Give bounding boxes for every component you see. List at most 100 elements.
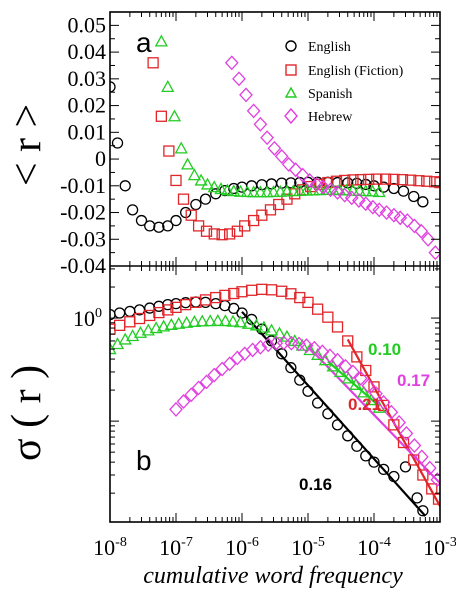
a-y-tick-label: 0.05 [68,12,107,37]
panel-b-ylabel: σ ( r ) [4,365,50,461]
panel-b-point-0-19 [285,362,297,374]
panel-b-point-0-22 [311,397,324,409]
panel-b-point-1-19 [285,288,297,300]
panel-a-point-0-32 [397,185,410,197]
panel-a-point-3-14 [323,182,338,198]
panel-b-point-2-8 [164,317,178,330]
panel-a-point-1-24 [339,174,351,187]
x-tick-label: 10-8 [93,535,127,560]
a-y-tick-label: -0.01 [60,173,106,198]
panel-a-point-2-32 [365,184,380,197]
panel-b-point-2-12 [195,314,209,327]
panel-b-point-3-2 [184,387,199,403]
panel-a-point-2-7 [200,177,215,190]
panel-b-point-2-31 [341,371,356,384]
panel-b-point-1-13 [228,287,240,300]
panel-a-point-3-17 [344,190,359,206]
panel-a-point-0-7 [162,220,174,232]
panel-b-point-2-34 [364,393,378,406]
panel-b-point-2-7 [157,319,171,332]
panel-b-fit-line-3 [307,345,440,484]
panel-a-point-2-1 [161,80,175,93]
panel-a-point-3-1 [232,71,246,87]
panel-b-point-1-22 [311,303,324,315]
panel-b-point-3-24 [353,370,368,386]
panel-b-point-2-16 [226,314,240,327]
panel-b-point-2-10 [180,315,194,328]
panel-a-point-2-4 [181,157,195,170]
axes: 10-8 10-7 10-6 10-5 10-4 10-3 0.050.040.030.02… [60,11,456,560]
panel-a-point-2-22 [299,183,314,196]
panel-b-point-3-34 [430,472,440,488]
panel-a-point-2-20 [286,184,300,197]
panel-b-point-3-5 [207,367,222,383]
panel-a-point-3-24 [393,210,408,226]
panel-a-point-2-12 [233,184,248,197]
panel-b-point-3-11 [253,339,268,355]
panel-b-point-0-5 [153,300,165,312]
panel-a-point-3-13 [316,179,331,195]
panel-b-point-1-5 [153,306,165,319]
panel-b-point-0-9 [190,296,202,308]
panel-b-point-3-27 [376,394,391,410]
panel-b-point-1-21 [302,296,314,309]
panel-b-point-0-20 [294,374,306,386]
panel-a-point-3-25 [400,213,415,229]
panel-a-point-3-3 [246,103,261,119]
panel-b-point-3-29 [392,415,406,430]
panel-b-point-1-26 [351,351,363,363]
panel-a-point-2-9 [214,182,228,195]
panel-b-point-3-16 [292,336,306,352]
panel-b-point-1-6 [162,304,174,316]
panel-b-point-3-0 [169,401,183,417]
panel-b-point-1-16 [256,283,268,295]
panel-a-point-1-10 [224,228,236,240]
panel-b-point-3-1 [176,394,191,409]
panel-a-point-1-4 [177,193,190,205]
panel-a-point-1-26 [355,173,367,186]
panel-b-point-2-2 [118,332,132,345]
panel-b-point-1-10 [199,294,212,306]
legend: English English (Fiction) Spanish Hebrew [284,40,404,125]
a-y-tick-label: 0.04 [68,39,107,64]
panel-a-point-2-31 [359,184,373,197]
legend-label-english: English [308,40,351,55]
panel-b-point-1-34 [426,483,438,495]
panel-b-point-3-28 [384,404,399,420]
panel-a-point-3-12 [309,176,324,192]
panel-b-point-3-7 [222,356,237,372]
panel-b-point-3-33 [422,460,437,476]
panel-a-data [110,34,440,261]
legend-marker-english-fiction [285,64,297,76]
x-tick-label: 10-4 [357,535,391,560]
panel-a-point-0-5 [144,220,156,232]
a-y-tick-label: -0.04 [60,253,106,278]
panel-b-point-0-28 [368,456,380,468]
panel-a-point-0-0 [110,81,116,93]
panel-b-point-3-6 [215,361,230,377]
panel-a-point-0-3 [126,204,139,216]
panel-b-point-3-18 [307,340,322,356]
panel-b-point-0-30 [388,470,400,483]
panel-a-point-2-33 [372,185,386,198]
panel-a-point-0-10 [190,198,202,211]
panel-a-point-2-6 [194,173,208,186]
panel-a-point-1-33 [413,175,425,187]
panel-b-point-2-20 [257,320,271,333]
panel-a-point-2-19 [280,184,294,197]
panel-b-point-0-27 [360,450,372,462]
panel-a-point-3-16 [337,187,352,203]
slope-label-hebrew: 0.17 [397,371,430,390]
b-y-tick-label: 100 [73,306,102,331]
panel-a-point-1-9 [216,229,228,241]
panel-a-point-1-0 [147,57,159,69]
panel-b-point-1-30 [388,419,400,431]
panel-a-point-1-7 [200,225,213,237]
panel-b-point-3-25 [361,378,376,394]
panel-b-point-1-2 [124,316,136,328]
panel-b-point-3-12 [261,337,276,353]
panel-a-point-3-26 [407,218,422,234]
panel-a-point-2-13 [240,185,254,198]
panel-a-point-3-10 [295,167,310,183]
panel-b-point-1-33 [417,469,429,481]
